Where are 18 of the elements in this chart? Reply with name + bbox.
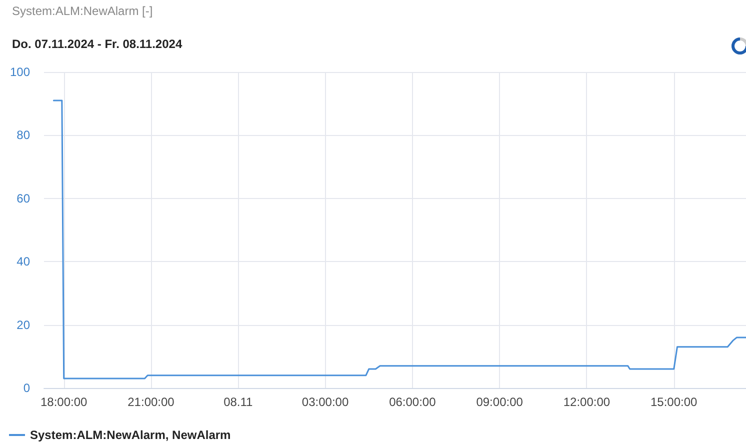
y-tick-label: 100 <box>10 65 30 79</box>
x-tick-label: 21:00:00 <box>128 395 175 409</box>
x-tick-label: 03:00:00 <box>302 395 349 409</box>
y-tick-label: 80 <box>16 128 30 142</box>
y-tick-label: 40 <box>16 254 30 269</box>
line-series <box>52 100 746 380</box>
x-tick-label: 06:00:00 <box>389 395 436 409</box>
x-tick-label: 15:00:00 <box>650 395 698 409</box>
y-tick-label: 60 <box>16 191 30 206</box>
y-tick-label: 0 <box>23 381 30 395</box>
x-tick-label: 09:00:00 <box>476 395 524 409</box>
x-tick-label: 08.11 <box>224 395 254 409</box>
chart-subtitle: Do. 07.11.2024 - Fr. 08.11.2024 <box>12 37 182 51</box>
x-tick-label: 12:00:00 <box>563 395 610 409</box>
x-tick-label: 18:00:00 <box>40 395 88 409</box>
chart-title: System:ALM:NewAlarm [-] <box>12 4 153 18</box>
legend-label: System:ALM:NewAlarm, NewAlarm <box>30 428 231 442</box>
y-tick-label: 20 <box>16 318 30 332</box>
